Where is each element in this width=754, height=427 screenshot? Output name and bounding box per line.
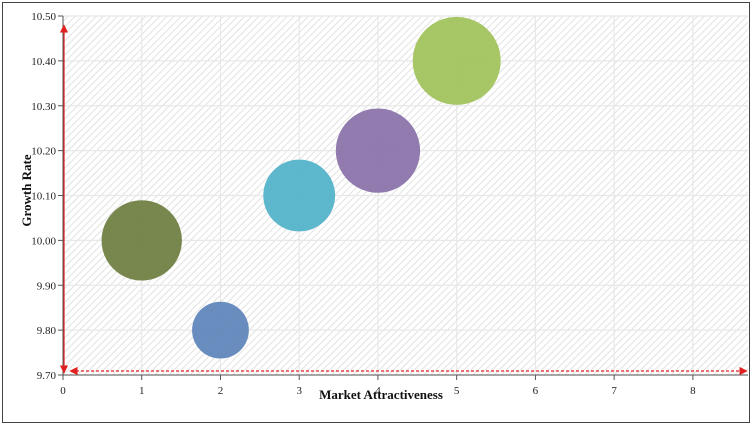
- bubble-chart: 0 1 2 3 4 5 6 7 8 9.70 9.80 9.90 10.00 10.10 10.20 10.…: [19, 11, 748, 402]
- axis-arrows: [59, 24, 748, 376]
- x-tick-label: 4: [375, 385, 381, 397]
- bubbles: [101, 16, 501, 359]
- x-tick-label: 7: [611, 385, 617, 397]
- y-tick-label: 10.10: [31, 191, 56, 203]
- x-tick-label: 3: [296, 385, 302, 397]
- bubble: [192, 301, 249, 359]
- y-tick-label: 9.90: [37, 280, 57, 292]
- x-tick-label: 1: [139, 385, 145, 397]
- y-tick-label: 9.80: [37, 325, 57, 337]
- x-tick-labels: 0 1 2 3 4 5 6 7 8: [60, 385, 696, 397]
- x-tick-label: 0: [60, 385, 66, 397]
- y-tick-label: 9.70: [37, 370, 57, 382]
- bubble: [412, 16, 501, 105]
- y-tick-label: 10.20: [31, 146, 56, 158]
- y-tick-label: 10.40: [31, 56, 56, 68]
- x-axis-title: Market Attractiveness: [319, 387, 443, 402]
- bubble: [101, 200, 182, 281]
- bubble: [335, 108, 421, 193]
- x-tick-label: 8: [690, 385, 696, 397]
- y-tick-label: 10.30: [31, 101, 56, 113]
- chart-frame: 0 1 2 3 4 5 6 7 8 9.70 9.80 9.90 10.00 10.10 10.20 10.…: [2, 2, 750, 423]
- y-tick-labels: 9.70 9.80 9.90 10.00 10.10 10.20 10.30 10.40 10.…: [31, 11, 56, 382]
- x-tick-label: 6: [533, 385, 539, 397]
- x-tick-label: 5: [454, 385, 460, 397]
- bubble: [263, 159, 336, 232]
- y-axis-title: Growth Rate: [19, 154, 34, 227]
- y-tick-label: 10.00: [31, 235, 56, 247]
- y-tick-label: 10.50: [31, 11, 56, 23]
- x-tick-label: 2: [218, 385, 224, 397]
